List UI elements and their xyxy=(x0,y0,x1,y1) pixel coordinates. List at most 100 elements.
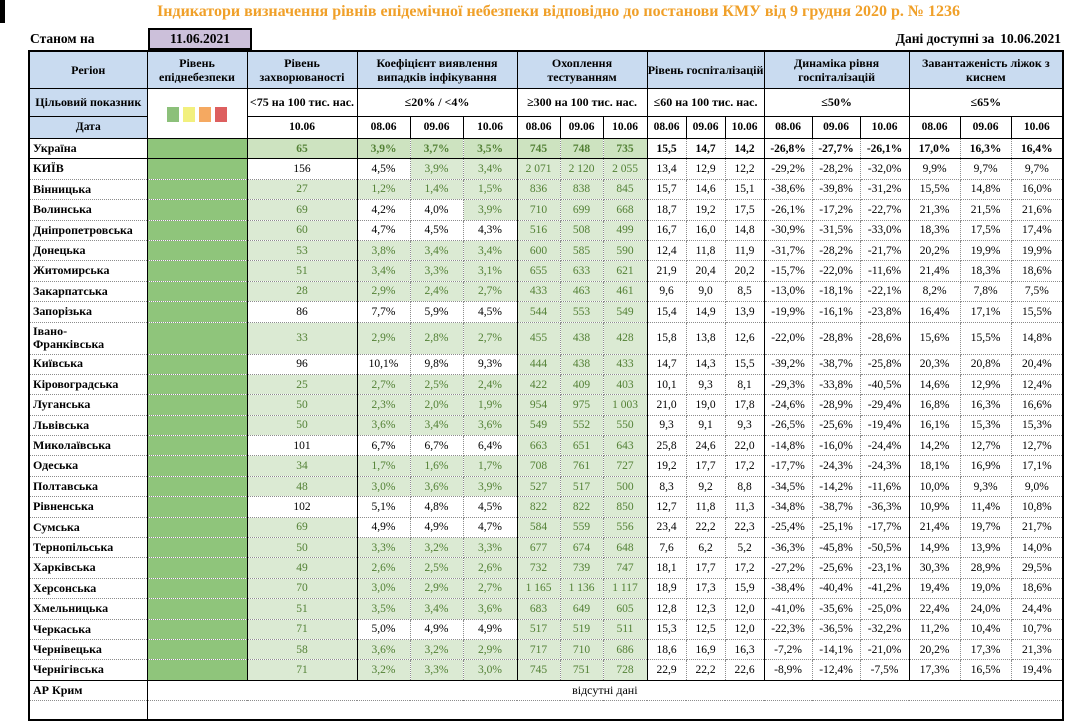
danger-level-cell xyxy=(146,178,248,201)
cell-dyn-08.06: -39,2% xyxy=(763,353,813,375)
region-name: Запорізька xyxy=(28,301,148,323)
cell-coef-10.06: 6,4% xyxy=(462,435,518,457)
cell-coef-10.06: 2,4% xyxy=(462,373,518,396)
region-name: Івано- Франківська xyxy=(28,321,148,355)
cell-beds-09.06: 24,0% xyxy=(959,598,1012,620)
cell-beds-08.06: 14,6% xyxy=(908,373,961,396)
cell-hosp-10.06: 17,5 xyxy=(724,199,765,221)
table-row: Житомирська 51 3,4% 3,3% 3,1% 655 633 621 21,9 20… xyxy=(28,260,1064,282)
cell-coef-09.06: 3,3% xyxy=(409,659,464,681)
cell-beds-09.06: 16,5% xyxy=(959,659,1012,681)
cell-morbidity-10.06: 27 xyxy=(246,178,358,201)
cell-hosp-08.06: 9,3 xyxy=(646,414,687,437)
cell-hosp-10.06: 8,1 xyxy=(724,373,765,396)
cell-beds-08.06: 22,4% xyxy=(908,598,961,620)
cell-beds-08.06: 21,4% xyxy=(908,516,961,539)
empty-cell xyxy=(146,700,1064,721)
danger-legend xyxy=(148,105,246,122)
cell-coef-08.06: 3,8% xyxy=(356,239,411,262)
cell-coef-10.06: 2,6% xyxy=(462,557,518,579)
cell-beds-08.06: 10,9% xyxy=(908,496,961,518)
cell-hosp-08.06: 15,5 xyxy=(646,137,687,160)
cell-morbidity-10.06: 58 xyxy=(246,638,358,661)
cell-beds-08.06: 17,3% xyxy=(908,659,961,681)
cell-morbidity-10.06: 49 xyxy=(246,557,358,579)
cell-testing-08.06: 527 xyxy=(516,475,561,498)
cell-dyn-09.06: -18,1% xyxy=(811,280,861,303)
cell-dyn-08.06: -22,0% xyxy=(763,321,813,355)
cell-coef-10.06: 3,9% xyxy=(462,475,518,498)
cell-dyn-08.06: -30,9% xyxy=(763,219,813,241)
cell-hosp-08.06: 25,8 xyxy=(646,435,687,457)
region-name: Полтавська xyxy=(28,475,148,498)
danger-level-cell xyxy=(146,475,248,498)
cell-beds-08.06: 20,2% xyxy=(908,239,961,262)
cell-testing-08.06: 822 xyxy=(516,496,561,518)
cell-coef-09.06: 4,8% xyxy=(409,496,464,518)
cell-coef-09.06: 6,7% xyxy=(409,435,464,457)
cell-beds-09.06: 10,4% xyxy=(959,618,1012,640)
cell-hosp-08.06: 15,3 xyxy=(646,618,687,640)
region-name: Тернопільська xyxy=(28,537,148,559)
cell-testing-10.06: 648 xyxy=(602,537,648,559)
as-of-date-box[interactable]: 11.06.2021 xyxy=(148,28,252,50)
region-name: Хмельницька xyxy=(28,598,148,620)
cell-coef-10.06: 3,4% xyxy=(462,158,518,180)
table-row: Тернопільська 50 3,3% 3,2% 3,3% 677 674 648 7,6 6… xyxy=(28,537,1064,559)
table-row: Запорізька 86 7,7% 5,9% 4,5% 544 553 549 15,4 14,… xyxy=(28,301,1064,323)
table-row: Сумська 69 4,9% 4,9% 4,7% 584 559 556 23,4 22,2 22… xyxy=(28,516,1064,539)
danger-level-cell xyxy=(146,280,248,303)
table-row: Львівська 50 3,6% 3,4% 3,6% 549 552 550 9,3 9,1 9,… xyxy=(28,414,1064,437)
cell-beds-10.06: 12,7% xyxy=(1010,435,1064,457)
cell-beds-08.06: 16,8% xyxy=(908,394,961,416)
danger-level-cell xyxy=(146,239,248,262)
target-row-label: Цільовий показник xyxy=(28,88,148,117)
cell-beds-08.06: 19,4% xyxy=(908,577,961,600)
cell-dyn-09.06: -36,5% xyxy=(811,618,861,640)
cell-testing-10.06: 428 xyxy=(602,321,648,355)
cell-dyn-10.06: -40,5% xyxy=(859,373,910,396)
cell-beds-08.06: 21,4% xyxy=(908,260,961,282)
cell-beds-09.06: 7,8% xyxy=(959,280,1012,303)
cell-coef-08.06: 4,2% xyxy=(356,199,411,221)
cell-dyn-10.06: -22,7% xyxy=(859,199,910,221)
cell-testing-09.06: 761 xyxy=(559,455,604,477)
date-cell: 09.06 xyxy=(685,116,726,139)
cell-testing-10.06: 433 xyxy=(602,353,648,375)
cell-hosp-10.06: 15,1 xyxy=(724,178,765,201)
danger-level-cell xyxy=(146,557,248,579)
cell-dyn-10.06: -23,1% xyxy=(859,557,910,579)
cell-hosp-09.06: 17,3 xyxy=(685,577,726,600)
cell-beds-10.06: 19,4% xyxy=(1010,659,1064,681)
cell-testing-09.06: 553 xyxy=(559,301,604,323)
danger-level-cell xyxy=(146,260,248,282)
danger-level-cell xyxy=(146,659,248,681)
danger-level-cell xyxy=(146,301,248,323)
cell-dyn-10.06: -19,4% xyxy=(859,414,910,437)
date-cell: 09.06 xyxy=(959,116,1012,139)
cell-hosp-09.06: 19,0 xyxy=(685,394,726,416)
cell-coef-09.06: 2,5% xyxy=(409,557,464,579)
cell-beds-08.06: 18,3% xyxy=(908,219,961,241)
cell-morbidity-10.06: 50 xyxy=(246,414,358,437)
danger-level-cell xyxy=(146,455,248,477)
cell-coef-09.06: 3,2% xyxy=(409,537,464,559)
cell-hosp-09.06: 11,8 xyxy=(685,239,726,262)
cell-dyn-10.06: -21,0% xyxy=(859,638,910,661)
cell-testing-08.06: 683 xyxy=(516,598,561,620)
cell-hosp-09.06: 6,2 xyxy=(685,537,726,559)
cell-testing-09.06: 519 xyxy=(559,618,604,640)
cell-morbidity-10.06: 48 xyxy=(246,475,358,498)
cell-hosp-10.06: 13,9 xyxy=(724,301,765,323)
cell-dyn-08.06: -26,5% xyxy=(763,414,813,437)
cell-testing-10.06: 727 xyxy=(602,455,648,477)
cell-hosp-08.06: 15,7 xyxy=(646,178,687,201)
cell-dyn-09.06: -27,7% xyxy=(811,137,861,160)
cell-dyn-08.06: -26,8% xyxy=(763,137,813,160)
cell-testing-08.06: 2 071 xyxy=(516,158,561,180)
cell-coef-10.06: 4,5% xyxy=(462,496,518,518)
cell-dyn-10.06: -11,6% xyxy=(859,260,910,282)
header-hospitalization: Рівень госпіталізацій xyxy=(646,50,765,89)
table-body: Україна 65 3,9% 3,7% 3,5% 745 748 735 15,5 14,7 14… xyxy=(28,137,1064,721)
cell-hosp-09.06: 17,7 xyxy=(685,557,726,579)
